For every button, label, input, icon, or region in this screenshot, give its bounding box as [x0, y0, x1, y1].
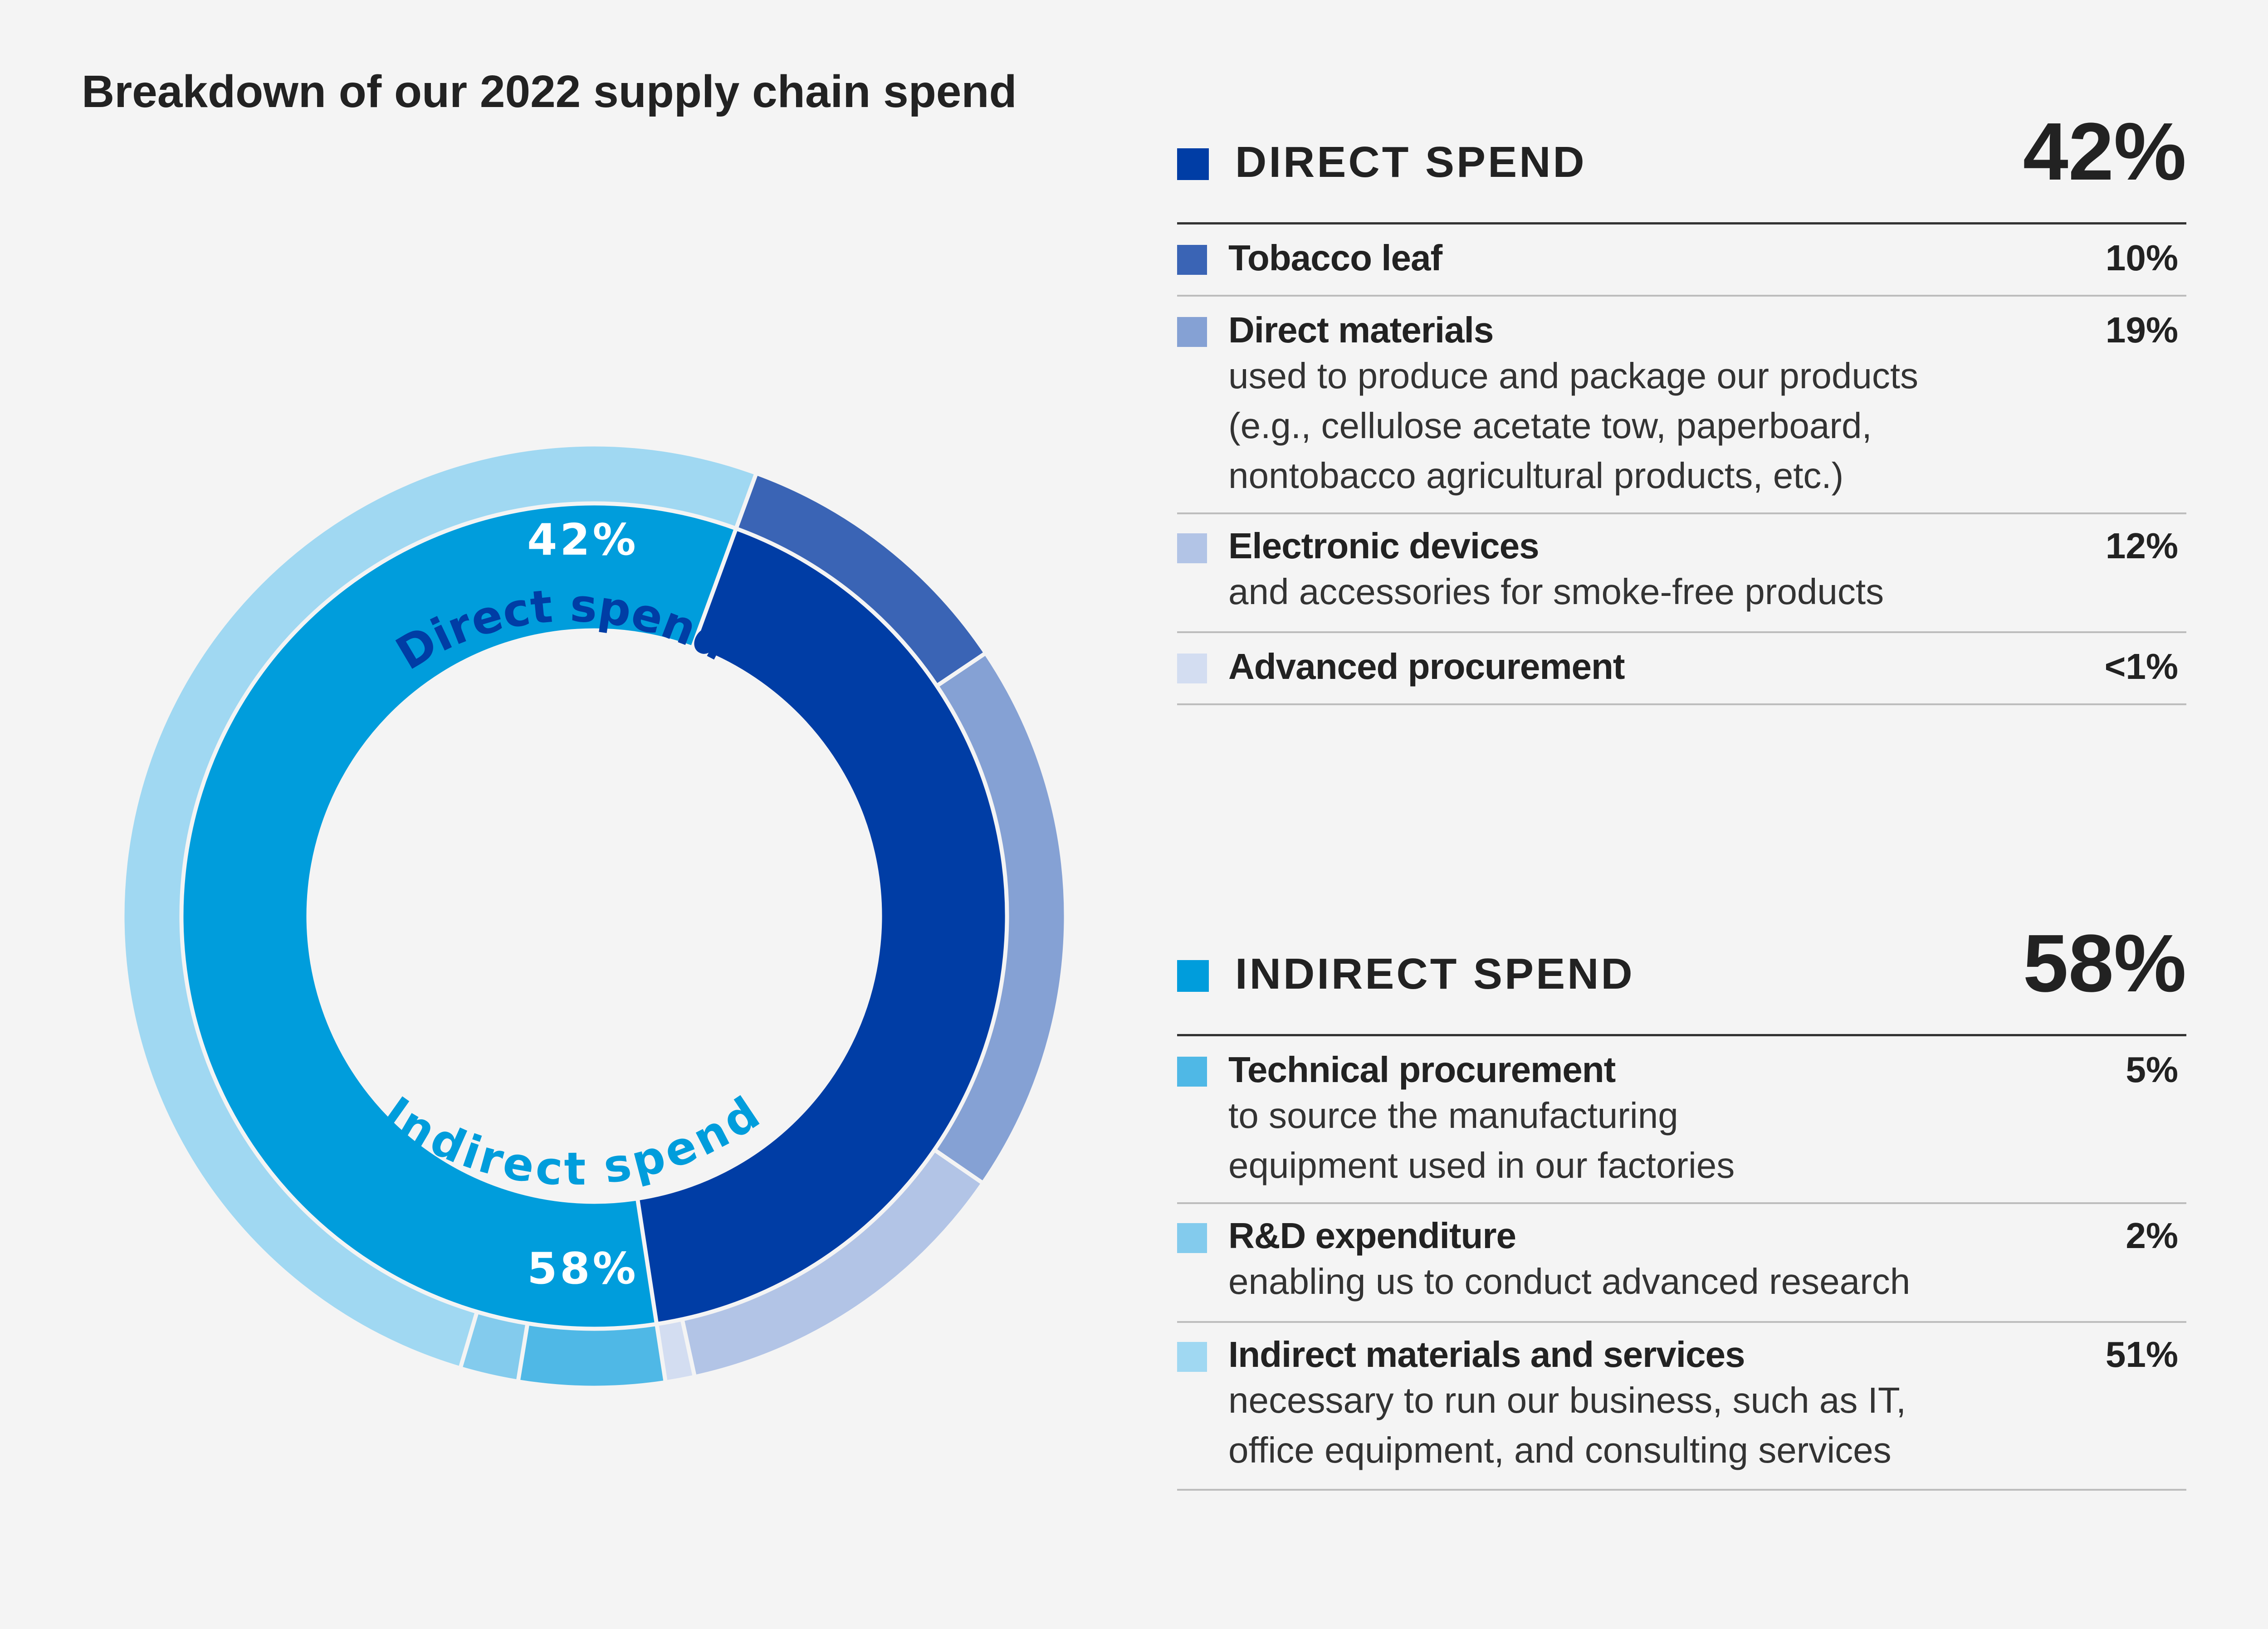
direct-pct-label: 42% [527, 515, 638, 565]
legend-row-name: Electronic devices [1228, 526, 1540, 566]
indirect-legend: INDIRECT SPEND 58% Technical procurement… [1177, 923, 2186, 1491]
legend-row-pct: 5% [2126, 1049, 2178, 1090]
legend-row-name: Indirect materials and services [1228, 1334, 1745, 1375]
legend-row-name: Technical procurement [1228, 1049, 1616, 1090]
legend-row-desc: (e.g., cellulose acetate tow, paperboard… [1228, 405, 1872, 446]
inner-slice-direct-spend [635, 526, 1009, 1327]
legend-row-desc: to source the manufacturing [1228, 1095, 1678, 1136]
rnd-expenditure-swatch [1177, 1223, 1207, 1253]
legend-row-direct-materials: Direct materials used to produce and pac… [1177, 297, 2186, 514]
legend-row-pct: 51% [2105, 1334, 2178, 1375]
direct-materials-swatch [1177, 317, 1207, 347]
outer-ring [120, 442, 1068, 1390]
legend-row-desc: equipment used in our factories [1228, 1145, 1735, 1185]
advanced-procurement-swatch [1177, 654, 1207, 683]
legend-row-desc: office equipment, and consulting service… [1228, 1430, 1892, 1470]
legend-row-name: Direct materials [1228, 310, 1494, 350]
legend-row-name: R&D expenditure [1228, 1215, 1516, 1256]
direct-spend-pct: 42% [2023, 106, 2186, 197]
legend-row-pct: 2% [2126, 1215, 2178, 1256]
inner-slice-indirect-spend [179, 501, 739, 1331]
electronic-devices-swatch [1177, 533, 1207, 563]
technical-procurement-swatch [1177, 1057, 1207, 1087]
indirect-swatch [1177, 960, 1209, 992]
page-title: Breakdown of our 2022 supply chain spend [82, 66, 1017, 117]
direct-spend-label: DIRECT SPEND [1235, 138, 1587, 186]
divider [1177, 1034, 2186, 1036]
legend-row-indirect-materials: Indirect materials and services necessar… [1177, 1323, 2186, 1491]
indirect-spend-label: INDIRECT SPEND [1235, 950, 1635, 998]
legend-row-advanced-procurement: Advanced procurement <1% [1177, 633, 2186, 705]
tobacco-leaf-swatch [1177, 245, 1207, 275]
indirect-pct-label: 58% [527, 1244, 638, 1294]
legend-row-pct: 10% [2105, 238, 2178, 278]
legend-row-pct: <1% [2104, 646, 2178, 687]
indirect-legend-header: INDIRECT SPEND 58% [1177, 923, 2186, 1036]
legend-row-rnd-expenditure: R&D expenditure enabling us to conduct a… [1177, 1204, 2186, 1323]
indirect-materials-swatch [1177, 1342, 1207, 1372]
legend-row-pct: 12% [2105, 526, 2178, 566]
divider [1177, 222, 2186, 224]
direct-legend-header: DIRECT SPEND 42% [1177, 111, 2186, 224]
legend-row-desc: necessary to run our business, such as I… [1228, 1380, 1906, 1420]
legend-row-name: Advanced procurement [1228, 646, 1625, 687]
legend-row-name: Tobacco leaf [1228, 238, 1442, 278]
legend-row-desc: and accessories for smoke-free products [1228, 571, 1884, 612]
direct-legend: DIRECT SPEND 42% Tobacco leaf 10% Direct… [1177, 111, 2186, 705]
inner-ring [179, 501, 1009, 1331]
indirect-spend-pct: 58% [2023, 918, 2186, 1009]
legend-row-pct: 19% [2105, 310, 2178, 350]
legend-row-desc: enabling us to conduct advanced research [1228, 1261, 1911, 1302]
direct-swatch [1177, 148, 1209, 180]
legend-row-technical-procurement: Technical procurement to source the manu… [1177, 1036, 2186, 1204]
legend-row-electronic-devices: Electronic devices and accessories for s… [1177, 514, 2186, 633]
legend-row-desc: nontobacco agricultural products, etc.) [1228, 455, 1844, 496]
donut-chart: Direct spend Indirect spend 42% 58% [120, 442, 1068, 1390]
legend-row-tobacco-leaf: Tobacco leaf 10% [1177, 224, 2186, 297]
legend-row-desc: used to produce and package our products [1228, 356, 1919, 396]
